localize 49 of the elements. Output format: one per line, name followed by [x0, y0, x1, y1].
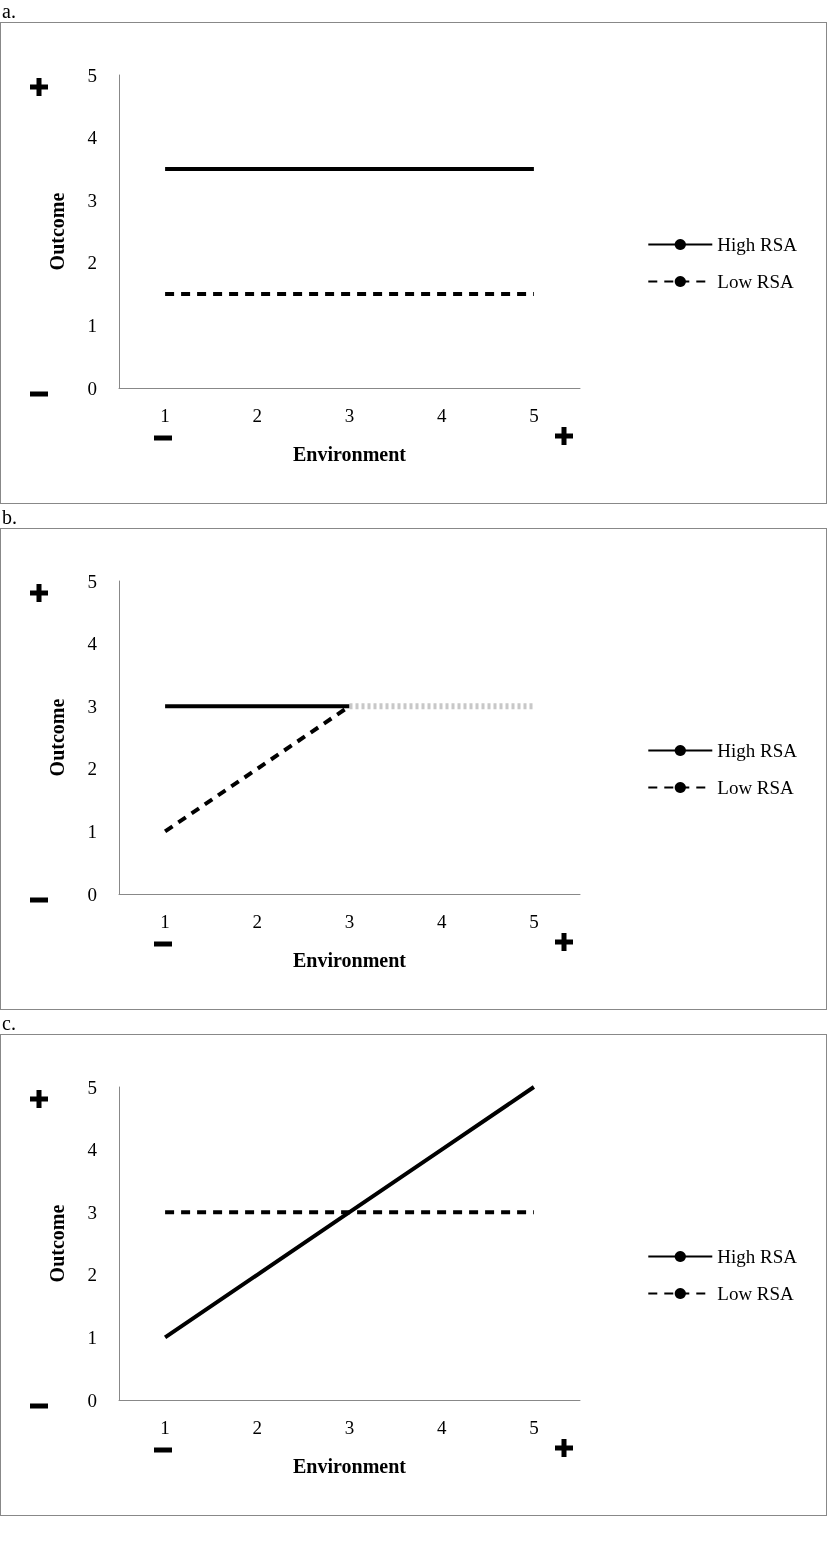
chart-title: a. — [2, 0, 17, 22]
line-series — [163, 1085, 536, 1340]
legend-label: High RSA — [717, 234, 798, 255]
chart-title: c. — [2, 1012, 17, 1034]
x-axis-title: Environment — [293, 949, 407, 971]
y-tick-label: 1 — [87, 314, 97, 336]
chart-title: b. — [2, 506, 18, 528]
x-tick-label: 1 — [160, 405, 170, 426]
legend-label: High RSA — [717, 1246, 798, 1267]
y-tick-label: 4 — [87, 127, 98, 149]
y-tick-label: 5 — [87, 64, 97, 86]
y-tick-label: 2 — [87, 758, 97, 780]
y-tick-label: 0 — [87, 883, 97, 905]
y-tick-label: 3 — [87, 189, 97, 211]
x-tick-label: 5 — [529, 1417, 539, 1438]
x-tick-label: 3 — [344, 1417, 355, 1438]
x-tick-label: 1 — [160, 911, 170, 932]
y-axis-title: Outcome — [46, 698, 68, 777]
x-tick-label: 2 — [252, 911, 263, 932]
y-tick-label: 1 — [87, 820, 97, 842]
y-tick-label: 2 — [87, 252, 97, 274]
y-tick-label: 5 — [87, 570, 97, 592]
x-tick-label: 2 — [252, 405, 263, 426]
x-tick-label: 5 — [529, 911, 539, 932]
x-axis-title: Environment — [293, 443, 407, 465]
y-tick-label: 4 — [87, 1139, 98, 1161]
legend-label: Low RSA — [717, 271, 795, 292]
legend-label: Low RSA — [717, 777, 795, 798]
x-tick-label: 3 — [344, 405, 355, 426]
y-tick-label: 4 — [87, 633, 98, 655]
x-tick-label: 2 — [252, 1417, 263, 1438]
y-tick-label: 2 — [87, 1264, 97, 1286]
legend-label: Low RSA — [717, 1283, 795, 1304]
y-tick-label: 0 — [87, 1389, 97, 1411]
y-tick-label: 1 — [87, 1326, 97, 1348]
x-tick-label: 4 — [436, 1417, 447, 1438]
y-tick-label: 5 — [87, 1076, 97, 1098]
y-axis-title: Outcome — [46, 192, 68, 271]
x-axis-title: Environment — [293, 1455, 407, 1477]
x-tick-label: 1 — [160, 1417, 170, 1438]
x-tick-label: 5 — [529, 405, 539, 426]
x-tick-label: 4 — [436, 405, 447, 426]
y-tick-label: 3 — [87, 695, 97, 717]
y-tick-label: 3 — [87, 1201, 97, 1223]
x-tick-label: 3 — [344, 911, 355, 932]
x-tick-label: 4 — [436, 911, 447, 932]
y-axis-title: Outcome — [46, 1204, 68, 1283]
y-tick-label: 0 — [87, 377, 97, 399]
legend-label: High RSA — [717, 740, 798, 761]
